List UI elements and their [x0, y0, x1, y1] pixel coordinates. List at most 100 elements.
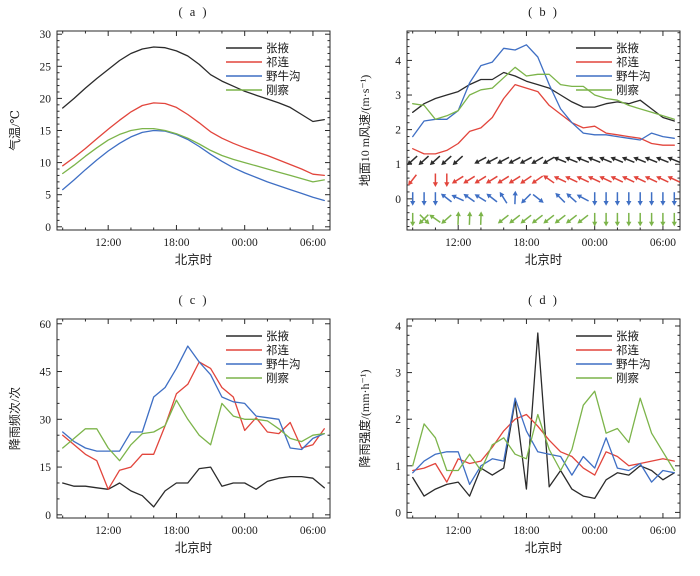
y-tick-label: 20: [40, 93, 52, 105]
x-tick-label: 06:00: [650, 525, 676, 537]
wind-arrow-张掖: [485, 156, 498, 164]
x-axis-title: 北京时: [525, 541, 563, 555]
wind-arrow-野牛沟: [486, 193, 498, 203]
panel-title: ( a ): [178, 5, 208, 19]
x-tick-label: 00:00: [232, 237, 258, 249]
plot-frame: [56, 318, 331, 519]
y-tick-labels: 0 1 2 3 4: [395, 55, 401, 205]
wind-arrow-祁连: [474, 175, 487, 184]
wind-arrow-野牛沟: [474, 194, 487, 203]
x-tick-labels: 12:00 18:00 00:00 06:00: [445, 525, 676, 537]
wind-arrow-刚察: [418, 214, 429, 225]
series-line-祁连: [62, 102, 325, 177]
x-axis-title: 北京时: [525, 253, 563, 267]
wind-arrow-祁连: [463, 175, 476, 184]
wind-arrow-刚察: [429, 214, 441, 223]
y-tick-label: 60: [40, 319, 52, 331]
wind-arrow-祁连: [565, 175, 578, 183]
y-axis-title: 降雨强度/(mm·h⁻¹): [357, 370, 372, 468]
wind-arrow-张掖: [441, 155, 452, 166]
wind-arrow-野牛沟: [521, 193, 532, 204]
wind-arrow-野牛沟: [637, 192, 643, 206]
wind-arrow-祁连: [408, 174, 417, 186]
legend-label-野牛沟: 野牛沟: [616, 357, 651, 371]
wind-arrow-刚察: [410, 212, 416, 227]
wind-arrow-刚察: [441, 214, 452, 224]
wind-arrow-张掖: [621, 156, 635, 164]
wind-arrow-刚察: [660, 212, 666, 227]
wind-arrow-张掖: [633, 156, 647, 164]
wind-arrow-张掖: [519, 156, 533, 164]
wind-arrow-刚察: [419, 214, 430, 225]
series-line-张掖: [412, 71, 675, 122]
y-tick-label: 2: [395, 125, 401, 137]
wind-arrow-刚察: [626, 212, 632, 227]
y-tick-label: 0: [45, 510, 51, 522]
series-line-张掖: [412, 332, 675, 500]
chart-a-temperature: 12:00 18:00 00:00 06:00 0 5 10 15 20 25 30 北京时 气温/℃ (…: [7, 5, 331, 267]
panel-b: 12:00 18:00 00:00 06:00 0 1 2 3 4 北京时 地面10 m风速/(m·…: [350, 0, 700, 288]
wind-arrow-祁连: [432, 173, 439, 187]
x-tick-label: 18:00: [513, 237, 539, 249]
wind-arrow-刚察: [520, 214, 532, 224]
chart-c-rain-frequency: 12:00 18:00 00:00 06:00 0 15 30 45 60 北京时 降雨频次/次 ( …: [8, 293, 331, 555]
wind-arrow-刚察: [614, 212, 620, 227]
legend-label-刚察: 刚察: [266, 83, 289, 97]
axis-ticks: [57, 319, 330, 518]
series-line-刚察: [412, 66, 675, 120]
wind-arrow-张掖: [497, 156, 510, 164]
wind-arrows: [407, 155, 681, 227]
legend-label-刚察: 刚察: [616, 83, 639, 97]
chart-b-wind-speed: 12:00 18:00 00:00 06:00 0 1 2 3 4 北京时 地面10 m风速/(m·…: [358, 5, 681, 267]
wind-arrow-张掖: [508, 156, 521, 164]
wind-arrow-野牛沟: [671, 192, 677, 206]
y-tick-label: 4: [395, 55, 401, 67]
wind-arrow-刚察: [467, 211, 473, 225]
panel-title: ( c ): [178, 293, 208, 307]
y-tick-label: 30: [40, 414, 52, 426]
y-tick-label: 1: [395, 159, 401, 171]
wind-arrow-刚察: [649, 212, 655, 227]
wind-arrow-刚察: [531, 214, 543, 224]
x-tick-label: 12:00: [445, 237, 471, 249]
y-axis-title: 气温/℃: [7, 110, 22, 151]
wind-arrow-祁连: [497, 175, 510, 184]
y-tick-label: 25: [40, 61, 52, 73]
y-tick-label: 5: [45, 190, 51, 202]
wind-arrow-张掖: [610, 156, 624, 164]
panel-a: 12:00 18:00 00:00 06:00 0 5 10 15 20 25 30 北京时 气温/℃ (…: [0, 0, 350, 288]
series-line-张掖: [62, 466, 325, 508]
wind-arrow-野牛沟: [532, 193, 544, 203]
x-tick-labels: 12:00 18:00 00:00 06:00: [95, 237, 326, 249]
wind-arrow-野牛沟: [649, 192, 655, 206]
panel-d: 12:00 18:00 00:00 06:00 0 1 2 3 4 北京时 降雨强度/(mm·h⁻¹…: [350, 288, 700, 576]
wind-arrow-祁连: [553, 175, 567, 183]
y-tick-label: 0: [395, 507, 401, 519]
wind-arrow-野牛沟: [576, 194, 589, 202]
y-axis-title: 降雨频次/次: [8, 387, 22, 450]
wind-arrow-张掖: [418, 155, 430, 166]
x-tick-labels: 12:00 18:00 00:00 06:00: [95, 525, 326, 537]
wind-arrow-野牛沟: [463, 193, 475, 203]
wind-arrow-野牛沟: [440, 193, 452, 203]
wind-arrow-野牛沟: [603, 192, 609, 206]
wind-arrow-张掖: [407, 155, 418, 166]
x-tick-label: 06:00: [300, 237, 326, 249]
series-line-祁连: [412, 413, 675, 483]
x-tick-label: 12:00: [95, 525, 121, 537]
series-line-野牛沟: [62, 129, 325, 202]
wind-arrow-刚察: [565, 214, 578, 224]
x-tick-label: 18:00: [163, 525, 189, 537]
x-tick-label: 18:00: [513, 525, 539, 537]
wind-arrow-祁连: [644, 175, 658, 183]
wind-arrow-刚察: [478, 211, 484, 225]
legend-label-张掖: 张掖: [266, 329, 289, 343]
wind-arrow-张掖: [667, 156, 681, 164]
wind-arrow-张掖: [542, 156, 555, 164]
wind-arrow-张掖: [587, 156, 601, 164]
wind-arrow-祁连: [444, 173, 450, 187]
wind-arrow-刚察: [554, 214, 566, 224]
series-line-祁连: [412, 83, 675, 155]
y-tick-label: 1: [395, 461, 401, 473]
wind-arrow-祁连: [485, 175, 498, 184]
